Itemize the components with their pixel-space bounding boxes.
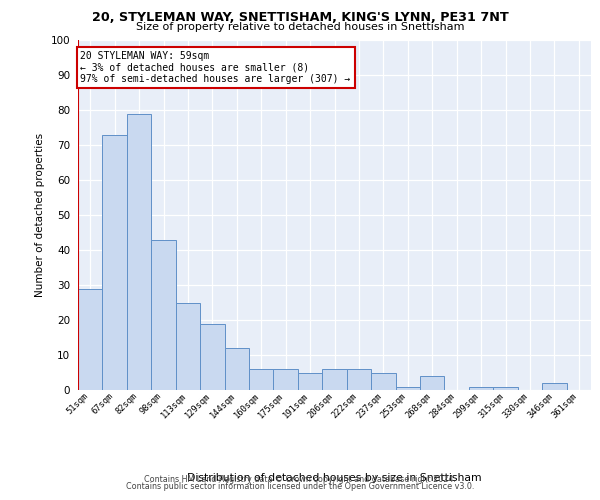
Bar	[371, 372, 395, 390]
Bar	[395, 386, 420, 390]
Bar	[469, 386, 493, 390]
Bar	[127, 114, 151, 390]
Bar	[200, 324, 224, 390]
Bar	[249, 369, 274, 390]
Bar	[298, 372, 322, 390]
X-axis label: Distribution of detached houses by size in Snettisham: Distribution of detached houses by size …	[187, 473, 482, 483]
Text: 20 STYLEMAN WAY: 59sqm
← 3% of detached houses are smaller (8)
97% of semi-detac: 20 STYLEMAN WAY: 59sqm ← 3% of detached …	[80, 50, 350, 84]
Text: Contains HM Land Registry data © Crown copyright and database right 2024.: Contains HM Land Registry data © Crown c…	[144, 475, 456, 484]
Bar	[151, 240, 176, 390]
Text: 20, STYLEMAN WAY, SNETTISHAM, KING'S LYNN, PE31 7NT: 20, STYLEMAN WAY, SNETTISHAM, KING'S LYN…	[92, 11, 508, 24]
Bar	[103, 134, 127, 390]
Text: Contains public sector information licensed under the Open Government Licence v3: Contains public sector information licen…	[126, 482, 474, 491]
Bar	[542, 383, 566, 390]
Bar	[493, 386, 518, 390]
Y-axis label: Number of detached properties: Number of detached properties	[35, 133, 45, 297]
Bar	[274, 369, 298, 390]
Bar	[176, 302, 200, 390]
Text: Size of property relative to detached houses in Snettisham: Size of property relative to detached ho…	[136, 22, 464, 32]
Bar	[347, 369, 371, 390]
Bar	[420, 376, 445, 390]
Bar	[322, 369, 347, 390]
Bar	[224, 348, 249, 390]
Bar	[78, 288, 103, 390]
